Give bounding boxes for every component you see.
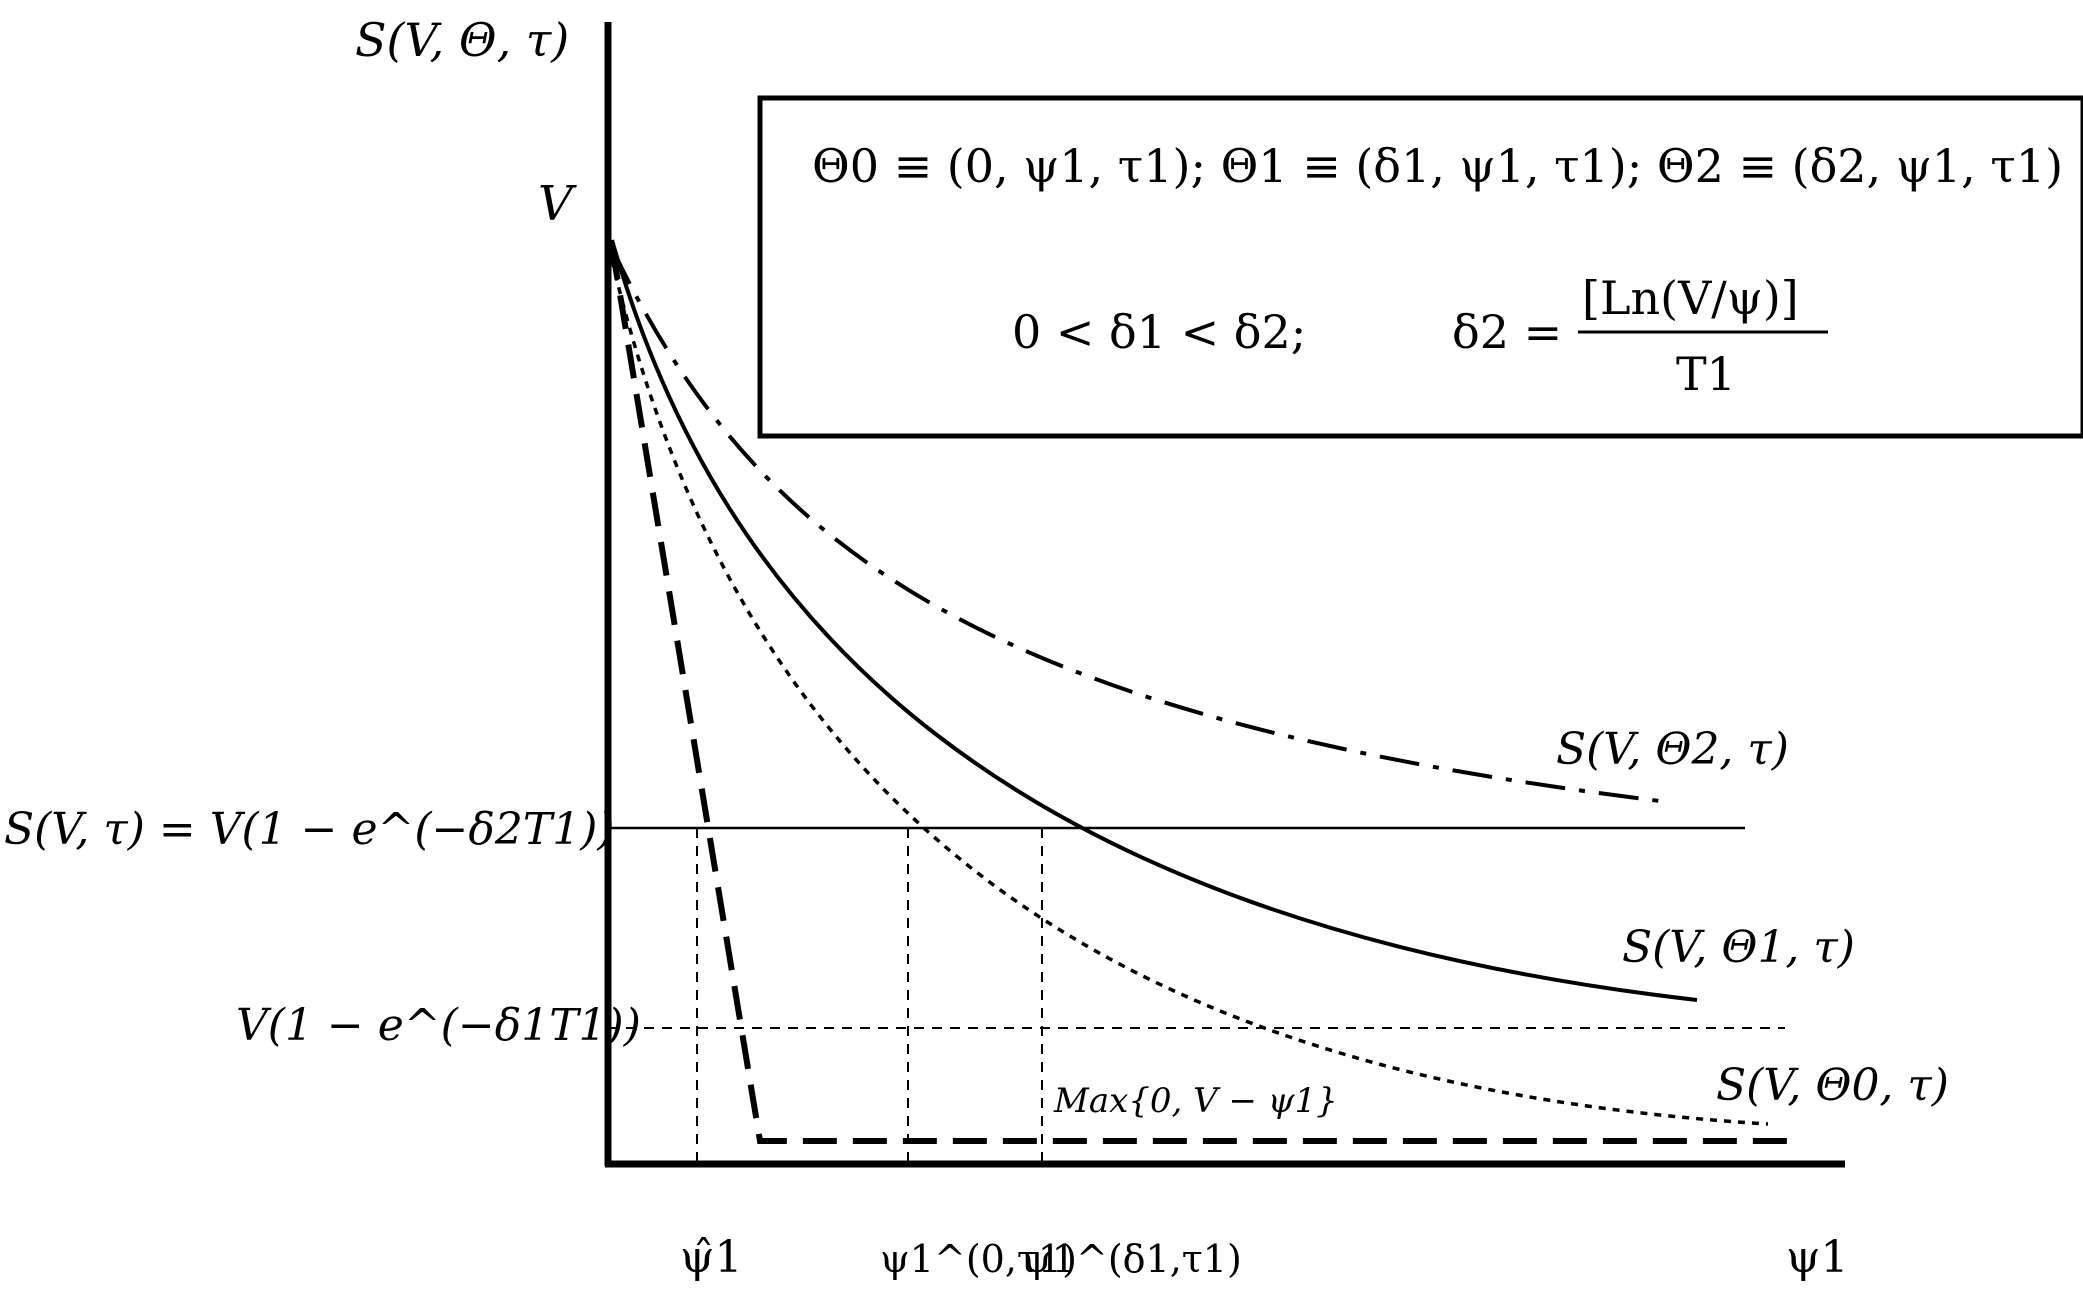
tick-psi-delta: ψ1^(δ1,τ1)	[1022, 1237, 1242, 1281]
box-line-2-eq: δ2 =	[1452, 305, 1562, 359]
curve-theta1	[610, 239, 1698, 1002]
payoff-label: Max{0, V − ψ1}	[1053, 1081, 1338, 1121]
curve-theta0	[610, 259, 1769, 1126]
y-axis-label: S(V, Θ, τ)	[355, 13, 569, 67]
lower-level-label: V(1 − e^(−δ1T1))	[236, 1000, 641, 1051]
curve-theta2-label: S(V, Θ2, τ)	[1556, 724, 1789, 775]
payoff-line	[609, 245, 1790, 1144]
v-label: V	[538, 176, 577, 232]
tick-psi-hat: ψ̂1	[680, 1232, 743, 1283]
box-fraction-denominator: T1	[1676, 347, 1736, 401]
curve-theta2	[610, 247, 1669, 804]
curve-theta1-label: S(V, Θ1, τ)	[1622, 922, 1855, 973]
upper-level-label: S(V, τ) = V(1 − e^(−δ2T1))	[4, 804, 615, 855]
definitions-box	[757, 95, 2083, 439]
box-line-1: Θ0 ≡ (0, ψ1, τ1); Θ1 ≡ (δ1, ψ1, τ1); Θ2 …	[812, 139, 2063, 193]
curve-theta0-label: S(V, Θ0, τ)	[1716, 1060, 1949, 1111]
tick-psi-end: ψ1	[1786, 1232, 1849, 1283]
box-fraction-numerator: [Ln(V/ψ)]	[1582, 271, 1799, 325]
box-line-2-left: 0 < δ1 < δ2;	[1012, 305, 1306, 359]
tick-psi-0: ψ1^(0,τ1)	[880, 1237, 1077, 1281]
